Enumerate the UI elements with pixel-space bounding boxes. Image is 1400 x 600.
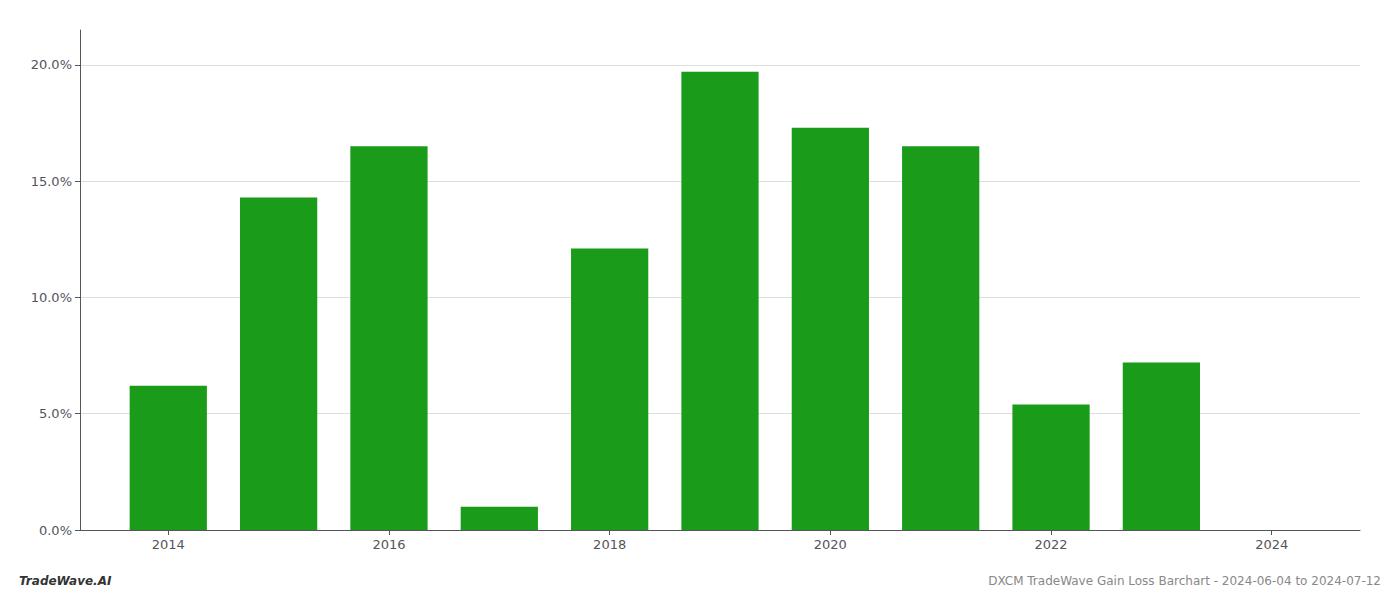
svg-text:2018: 2018 (593, 537, 626, 552)
svg-text:TradeWave.AI: TradeWave.AI (19, 574, 112, 588)
svg-text:2016: 2016 (372, 537, 405, 552)
svg-text:0.0%: 0.0% (39, 523, 72, 538)
svg-text:DXCM TradeWave Gain Loss Barch: DXCM TradeWave Gain Loss Barchart - 2024… (988, 574, 1381, 588)
svg-text:20.0%: 20.0% (31, 57, 72, 72)
svg-text:5.0%: 5.0% (39, 406, 72, 421)
svg-text:2022: 2022 (1034, 537, 1067, 552)
svg-text:2020: 2020 (814, 537, 847, 552)
svg-text:10.0%: 10.0% (31, 290, 72, 305)
svg-text:2014: 2014 (152, 537, 185, 552)
svg-text:2024: 2024 (1255, 537, 1288, 552)
svg-text:15.0%: 15.0% (31, 174, 72, 189)
